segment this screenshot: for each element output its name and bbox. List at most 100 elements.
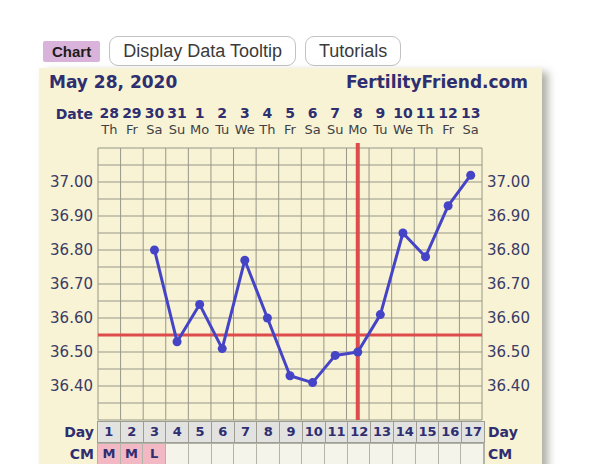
temperature-tick-left: 36.90: [36, 207, 93, 225]
weekday-tick: Th: [97, 122, 121, 137]
temperature-point[interactable]: [466, 171, 475, 180]
weekday-tick: We: [391, 122, 415, 137]
display-data-tooltip-button[interactable]: Display Data Tooltip: [109, 36, 296, 66]
day-number-cell[interactable]: 1: [98, 422, 121, 442]
temperature-tick-right: 37.00: [487, 173, 547, 191]
cm-cell[interactable]: [257, 444, 280, 464]
cm-cell[interactable]: [189, 444, 212, 464]
weekday-tick: We: [233, 122, 257, 137]
site-name: FertilityFriend.com: [330, 72, 528, 92]
date-tick: 6: [301, 105, 325, 121]
temperature-point[interactable]: [263, 314, 272, 323]
weekday-tick: Mo: [188, 122, 212, 137]
date-tick: 5: [278, 105, 302, 121]
day-number-cell[interactable]: 10: [303, 422, 326, 442]
day-number-cell[interactable]: 12: [348, 422, 371, 442]
day-number-cell[interactable]: 4: [166, 422, 189, 442]
day-number-cell[interactable]: 3: [144, 422, 167, 442]
temperature-point[interactable]: [421, 252, 430, 261]
day-number-cell[interactable]: 8: [257, 422, 280, 442]
temperature-tick-left: 36.60: [36, 309, 93, 327]
cm-cell[interactable]: M: [121, 444, 144, 464]
day-number-cell[interactable]: 7: [235, 422, 258, 442]
temperature-line: [155, 175, 471, 382]
tutorials-button[interactable]: Tutorials: [305, 36, 401, 66]
day-number-cell[interactable]: 2: [121, 422, 144, 442]
tab-chart[interactable]: Chart: [43, 41, 100, 62]
day-number-row: 1234567891011121314151617: [97, 421, 485, 443]
temperature-point[interactable]: [308, 378, 317, 387]
cm-cell[interactable]: [461, 444, 484, 464]
day-number-cell[interactable]: 17: [462, 422, 484, 442]
day-number-cell[interactable]: 11: [326, 422, 349, 442]
weekday-tick: Su: [323, 122, 347, 137]
temperature-tick-left: 36.40: [36, 377, 93, 395]
cm-cell[interactable]: [280, 444, 303, 464]
cm-cell[interactable]: M: [98, 444, 121, 464]
weekday-tick: Tu: [368, 122, 392, 137]
weekday-tick: Mo: [346, 122, 370, 137]
temperature-point[interactable]: [150, 246, 159, 255]
temperature-point[interactable]: [195, 300, 204, 309]
cm-cell[interactable]: [348, 444, 371, 464]
weekday-tick: Sa: [301, 122, 325, 137]
cm-cell[interactable]: [439, 444, 462, 464]
temperature-point[interactable]: [173, 337, 182, 346]
temperature-point[interactable]: [444, 201, 453, 210]
cm-cell[interactable]: [234, 444, 257, 464]
temperature-point[interactable]: [353, 348, 362, 357]
temperature-tick-left: 36.50: [36, 343, 93, 361]
weekday-tick: Fr: [278, 122, 302, 137]
date-tick: 13: [459, 105, 483, 121]
day-number-cell[interactable]: 6: [212, 422, 235, 442]
cm-cell[interactable]: [416, 444, 439, 464]
date-tick: 1: [188, 105, 212, 121]
temperature-tick-right: 36.40: [487, 377, 547, 395]
weekday-tick: Su: [165, 122, 189, 137]
page: Chart Display Data Tooltip Tutorials May…: [0, 0, 600, 464]
cm-cell[interactable]: [393, 444, 416, 464]
date-tick: 8: [346, 105, 370, 121]
temperature-point[interactable]: [218, 344, 227, 353]
day-number-cell[interactable]: 16: [439, 422, 462, 442]
day-number-cell[interactable]: 15: [417, 422, 440, 442]
cm-cell[interactable]: L: [143, 444, 166, 464]
temperature-point[interactable]: [376, 310, 385, 319]
cm-row-label-left: CM: [36, 446, 94, 462]
weekday-tick: Sa: [459, 122, 483, 137]
date-tick: 4: [255, 105, 279, 121]
temperature-tick-right: 36.60: [487, 309, 547, 327]
cm-cell[interactable]: [166, 444, 189, 464]
date-tick: 9: [368, 105, 392, 121]
date-tick: 11: [414, 105, 438, 121]
cm-cell[interactable]: [325, 444, 348, 464]
cm-cell[interactable]: [370, 444, 393, 464]
date-tick: 7: [323, 105, 347, 121]
temperature-tick-right: 36.90: [487, 207, 547, 225]
day-number-cell[interactable]: 9: [280, 422, 303, 442]
cm-cell[interactable]: [212, 444, 235, 464]
temperature-point[interactable]: [398, 229, 407, 238]
temperature-point[interactable]: [240, 256, 249, 265]
cervical-mucus-row: MML: [97, 443, 485, 464]
temperature-tick-left: 36.70: [36, 275, 93, 293]
temperature-point[interactable]: [331, 351, 340, 360]
cm-cell[interactable]: [302, 444, 325, 464]
day-number-cell[interactable]: 14: [394, 422, 417, 442]
date-tick: 10: [391, 105, 415, 121]
day-number-cell[interactable]: 13: [371, 422, 394, 442]
cm-row-label-right: CM: [488, 446, 548, 462]
weekday-tick: Tu: [210, 122, 234, 137]
date-axis-label: Date: [36, 106, 93, 122]
temperature-point[interactable]: [286, 371, 295, 380]
temperature-tick-left: 36.80: [36, 241, 93, 259]
day-number-cell[interactable]: 5: [189, 422, 212, 442]
weekday-tick: Fr: [436, 122, 460, 137]
toolbar: Chart Display Data Tooltip Tutorials: [43, 36, 401, 66]
date-tick: 3: [233, 105, 257, 121]
temperature-tick-right: 36.80: [487, 241, 547, 259]
temperature-chart[interactable]: [98, 148, 483, 421]
weekday-tick: Th: [414, 122, 438, 137]
temperature-tick-right: 36.50: [487, 343, 547, 361]
day-row-label-right: Day: [488, 424, 548, 440]
